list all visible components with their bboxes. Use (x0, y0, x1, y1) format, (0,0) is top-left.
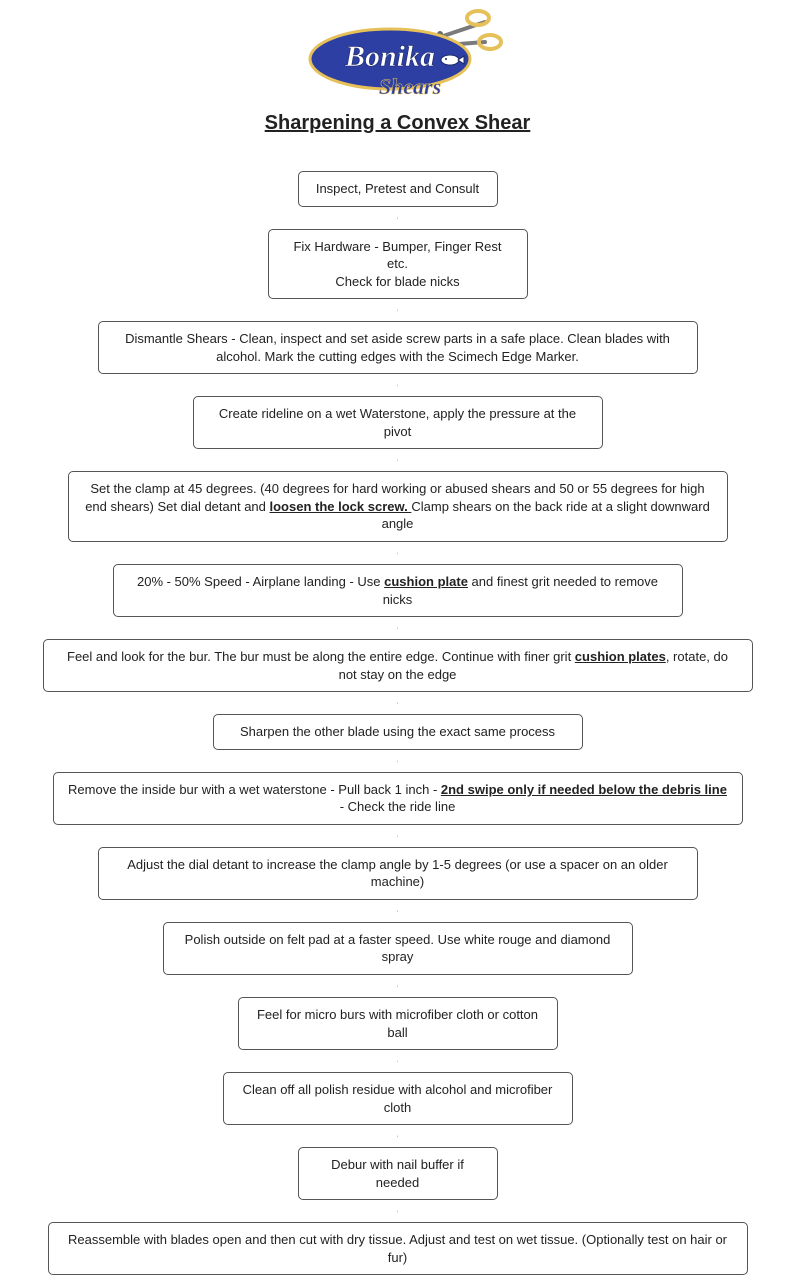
flow-step-text: Sharpen the other blade using the exact … (240, 724, 555, 739)
flow-step-text: Create rideline on a wet Waterstone, app… (219, 406, 576, 439)
page-title: Sharpening a Convex Shear (265, 112, 531, 135)
flow-step-text: Dismantle Shears - Clean, inspect and se… (125, 331, 670, 364)
flow-arrow (397, 975, 398, 997)
flow-step: Feel for micro burs with microfiber clot… (238, 997, 558, 1050)
flow-step-text: cushion plate (384, 574, 468, 589)
flow-arrow (397, 1200, 398, 1222)
flow-step-text: Feel for micro burs with microfiber clot… (257, 1007, 538, 1040)
flow-step: 20% - 50% Speed - Airplane landing - Use… (113, 564, 683, 617)
flow-arrow (397, 750, 398, 772)
flow-step-text: Adjust the dial detant to increase the c… (127, 857, 668, 890)
flow-arrow (397, 900, 398, 922)
flow-step: Inspect, Pretest and Consult (298, 171, 498, 207)
flow-step: Sharpen the other blade using the exact … (213, 714, 583, 750)
flow-step-text: Check for blade nicks (335, 274, 459, 289)
flow-step-text: - Check the ride line (340, 799, 456, 814)
flow-step: Feel and look for the bur. The bur must … (43, 639, 753, 692)
flow-step-text: Debur with nail buffer if needed (331, 1157, 464, 1190)
flow-arrow (397, 542, 398, 564)
flowchart: Inspect, Pretest and Consult Fix Hardware… (0, 171, 795, 1275)
logo-text-bottom: Shears (379, 74, 441, 99)
logo-text-top: Bonika (344, 40, 435, 73)
flow-arrow (397, 1050, 398, 1072)
flow-step: Debur with nail buffer if needed (298, 1147, 498, 1200)
bonika-shears-logo-svg: Bonika Shears (290, 4, 505, 106)
flow-step: Fix Hardware - Bumper, Finger Rest etc. C… (268, 229, 528, 300)
flow-step-text: Fix Hardware - Bumper, Finger Rest etc. (293, 239, 501, 272)
flow-step-text: Feel and look for the bur. The bur must … (67, 649, 575, 664)
flow-step: Set the clamp at 45 degrees. (40 degrees… (68, 471, 728, 542)
flow-step: Polish outside on felt pad at a faster s… (163, 922, 633, 975)
flow-arrow (397, 207, 398, 229)
flow-step: Clean off all polish residue with alcoho… (223, 1072, 573, 1125)
flow-step-text: 2nd swipe only if needed below the debri… (441, 782, 727, 797)
flow-step-text: Remove the inside bur with a wet waterst… (68, 782, 441, 797)
flow-step-text: cushion plates (575, 649, 666, 664)
flow-step-text: Clean off all polish residue with alcoho… (243, 1082, 553, 1115)
flow-step-text: loosen the lock screw. (270, 499, 412, 514)
flow-step-text: Clamp shears on the back ride at a sligh… (382, 499, 710, 532)
flow-arrow (397, 825, 398, 847)
flow-arrow (397, 692, 398, 714)
flow-arrow (397, 449, 398, 471)
flow-step: Reassemble with blades open and then cut… (48, 1222, 748, 1275)
flow-arrow (397, 374, 398, 396)
flow-step-text: Inspect, Pretest and Consult (316, 181, 479, 196)
flow-step-text: Reassemble with blades open and then cut… (68, 1232, 727, 1265)
brand-logo: Bonika Shears (290, 4, 505, 106)
flow-step-text: Polish outside on felt pad at a faster s… (185, 932, 611, 965)
flow-step: Create rideline on a wet Waterstone, app… (193, 396, 603, 449)
flow-step: Remove the inside bur with a wet waterst… (53, 772, 743, 825)
flow-arrow (397, 299, 398, 321)
flow-arrow (397, 617, 398, 639)
flow-step-text: 20% - 50% Speed - Airplane landing - Use (137, 574, 384, 589)
flow-arrow (397, 1125, 398, 1147)
flow-step: Dismantle Shears - Clean, inspect and se… (98, 321, 698, 374)
flow-step: Adjust the dial detant to increase the c… (98, 847, 698, 900)
page: Bonika Shears Sharpening a Convex Shear … (0, 0, 795, 1275)
